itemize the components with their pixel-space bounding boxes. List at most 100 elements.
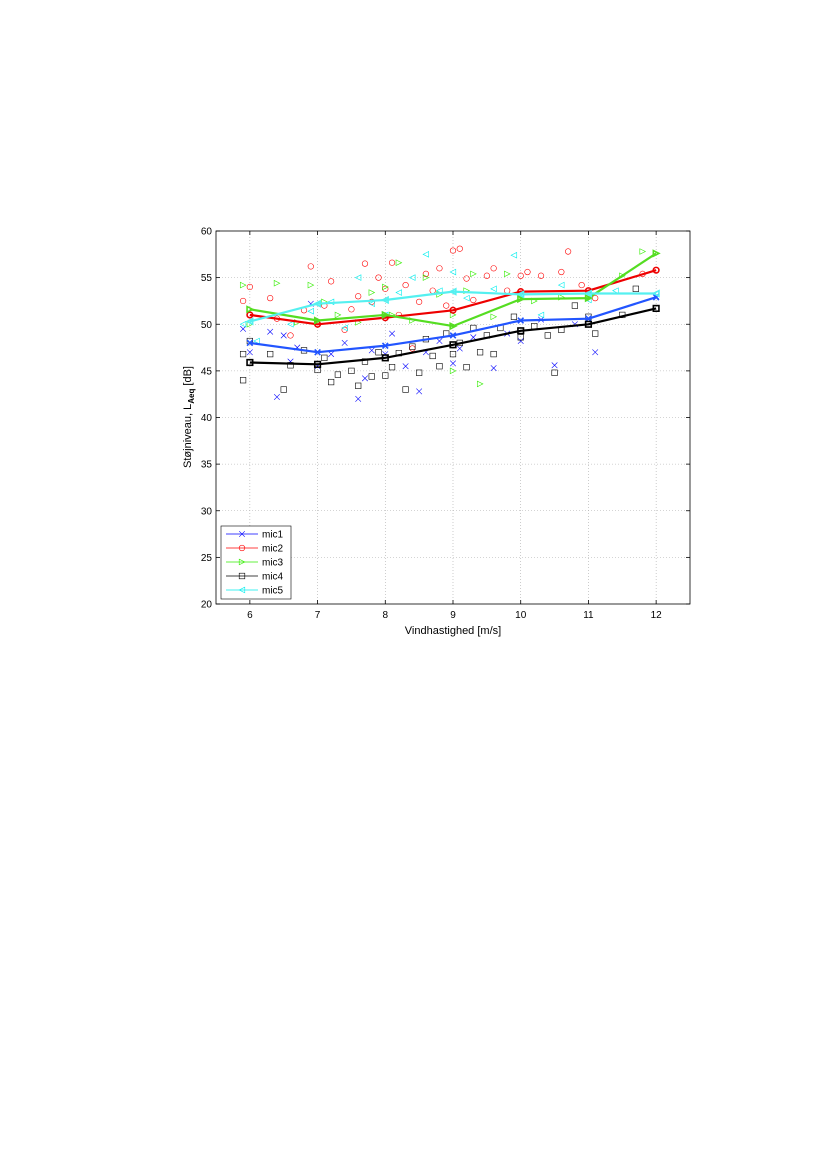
- mic5-fit-line: [249, 290, 657, 323]
- mic1-point: [382, 351, 389, 358]
- x-tick-label: 6: [247, 610, 253, 621]
- mic5-point: [408, 274, 416, 281]
- mic3-point: [639, 248, 647, 255]
- x-tick-label: 9: [450, 610, 456, 621]
- mic4-fit-point: [584, 320, 593, 328]
- mic4-point: [544, 332, 551, 339]
- y-tick-label: 60: [201, 227, 213, 238]
- mic2-point: [402, 281, 409, 289]
- mic5-fit-point: [448, 287, 457, 296]
- mic3-fit-point: [449, 322, 458, 331]
- mic3-point: [619, 272, 626, 280]
- mic1-fit-point: [449, 332, 457, 339]
- mic2-fit-point: [652, 266, 660, 274]
- mic3-fit-point: [246, 305, 255, 314]
- mic1-point: [240, 325, 247, 332]
- mic4-fit-point: [381, 354, 389, 362]
- y-axis-label: Støjniveau, LAeq [dB]: [182, 366, 196, 468]
- mic5-point: [341, 324, 348, 332]
- mic2-point: [517, 272, 524, 279]
- legend-marker-mic4: [238, 572, 246, 580]
- mic2-point: [504, 287, 511, 294]
- x-tick-label: 10: [515, 610, 527, 621]
- legend-marker-mic2: [238, 544, 246, 552]
- mic4-point: [382, 372, 389, 379]
- mic2-point: [267, 295, 274, 302]
- mic5-point: [435, 287, 443, 294]
- mic4-fit-point: [517, 327, 525, 335]
- x-tick-label: 12: [651, 610, 663, 621]
- mic1-point: [267, 328, 274, 335]
- mic4-point: [388, 364, 396, 371]
- mic1-point: [368, 347, 375, 354]
- mic1-fit-point: [517, 317, 525, 324]
- y-tick-label: 30: [201, 506, 213, 517]
- mic4-point: [632, 285, 639, 292]
- mic4-point: [409, 343, 416, 350]
- mic2-point: [449, 247, 457, 254]
- mic4-point: [476, 349, 484, 356]
- mic1-point: [449, 360, 457, 367]
- mic5-point: [422, 251, 430, 258]
- mic2-point: [287, 332, 294, 339]
- mic1-point: [436, 338, 443, 345]
- mic5-fit-point: [245, 317, 254, 326]
- mic5-fit-point: [651, 289, 660, 298]
- mic2-point: [409, 345, 416, 352]
- mic1-point: [389, 330, 396, 337]
- mic4-point: [355, 382, 362, 389]
- mic2-point: [388, 259, 396, 266]
- mic4-point: [348, 367, 355, 374]
- mic2-point: [355, 293, 362, 300]
- mic4-point: [592, 330, 599, 337]
- mic1-fit-point: [381, 342, 389, 350]
- mic2-point: [470, 296, 477, 304]
- mic4-fit-point: [313, 360, 322, 368]
- mic1-point: [517, 338, 524, 345]
- mic4-point: [510, 313, 518, 320]
- mic2-point: [578, 281, 585, 289]
- mic5-point: [510, 251, 518, 259]
- mic1-fit-point: [585, 315, 592, 323]
- mic3-point: [334, 311, 342, 319]
- mic4-point: [375, 349, 382, 356]
- legend: mic1 mic2 mic3 mic4 mic5: [220, 525, 292, 600]
- mic1-point: [355, 395, 362, 402]
- y-tick-label: 35: [201, 460, 213, 471]
- mic4-point: [328, 378, 335, 386]
- x-tick-label: 7: [315, 610, 321, 621]
- mic5-fit-point: [516, 290, 525, 299]
- mic4-point: [239, 350, 247, 358]
- mic4-point: [571, 302, 578, 309]
- mic1-point: [456, 345, 463, 352]
- mic4-fit-point: [246, 358, 254, 367]
- mic2-point: [483, 272, 490, 279]
- mic3-point: [395, 259, 403, 266]
- mic2-point: [456, 245, 463, 252]
- x-tick-label: 11: [583, 610, 594, 621]
- mic1-fit-point: [246, 339, 254, 347]
- mic3-fit-line: [249, 252, 657, 328]
- x-tick-label: 8: [383, 610, 389, 621]
- mic2-point: [239, 297, 247, 305]
- mic3-fit-point: [584, 294, 594, 303]
- mic3-point: [476, 380, 484, 388]
- mic2-fit-point: [246, 311, 254, 319]
- mic4-point: [267, 350, 274, 358]
- mic3-point: [504, 270, 511, 278]
- y-tick-label: 20: [201, 600, 213, 611]
- mic1-point: [490, 365, 497, 372]
- y-axis-label-sub: Aeq: [187, 389, 196, 404]
- mic5-fit-point: [312, 299, 322, 308]
- mic1-point: [246, 349, 253, 356]
- mic2-point: [524, 268, 531, 276]
- mic2-point: [429, 287, 436, 294]
- mic1-point: [592, 349, 599, 356]
- x-axis-label: Vindhastighed [m/s]: [405, 625, 501, 637]
- mic4-point: [449, 350, 457, 358]
- mic5-point: [449, 268, 457, 276]
- legend-marker-mic5: [238, 586, 246, 594]
- legend-box: [220, 525, 292, 600]
- mic2-point: [463, 275, 470, 282]
- mic3-fit-point: [313, 316, 323, 325]
